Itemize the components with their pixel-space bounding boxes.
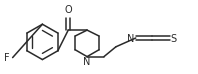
Text: N: N — [127, 34, 135, 44]
Text: N: N — [83, 57, 91, 67]
Text: O: O — [64, 5, 72, 15]
Text: F: F — [4, 53, 10, 63]
Text: S: S — [170, 34, 177, 44]
